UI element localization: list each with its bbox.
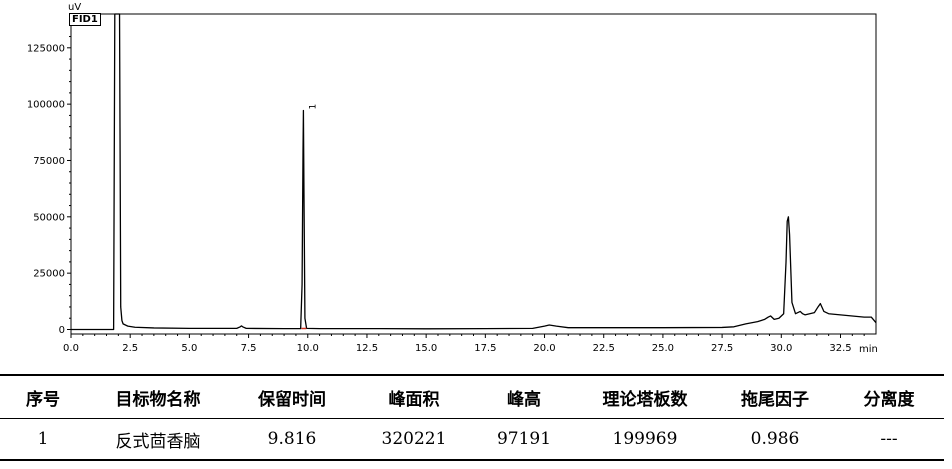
x-tick-label: 2.5 (122, 343, 138, 354)
header-peak-height: 峰高 (474, 374, 574, 419)
y-tick-label: 50000 (33, 212, 65, 223)
detector-label: FID1 (69, 13, 101, 26)
x-axis: 0.0 2.5 5.0 7.5 10.0 12.5 15.0 17.5 20.0 22.5 25.0… (63, 334, 865, 354)
y-axis: 0 25000 50000 75000 100000 125000 (27, 24, 71, 336)
header-index: 序号 (0, 374, 86, 419)
chromatogram-svg: 0 25000 50000 75000 100000 125000 0.0 2.5 5.0 7.… (27, 2, 878, 355)
y-tick-label: 100000 (27, 100, 65, 111)
plot-frame (70, 13, 877, 335)
header-tailing-factor: 拖尾因子 (716, 374, 834, 419)
x-tick-label: 25.0 (652, 343, 674, 354)
x-tick-label: 17.5 (474, 343, 496, 354)
results-table: 序号 目标物名称 保留时间 峰面积 峰高 理论塔板数 拖尾因子 分离度 1 反式… (0, 374, 944, 461)
table-row: 1 反式茴香脑 9.816 320221 97191 199969 0.986 … (0, 418, 944, 461)
cell-compound-name: 反式茴香脑 (86, 418, 230, 461)
cell-resolution: --- (834, 418, 944, 461)
header-theoretical-plates: 理论塔板数 (574, 374, 716, 419)
y-tick-label: 125000 (27, 43, 65, 54)
x-tick-label: 12.5 (356, 343, 378, 354)
cell-index: 1 (0, 418, 86, 461)
x-tick-label: 5.0 (181, 343, 197, 354)
y-tick-label: 75000 (33, 156, 65, 167)
header-retention-time: 保留时间 (230, 374, 354, 419)
peak-label: 1 (308, 104, 318, 110)
cell-tailing-factor: 0.986 (716, 418, 834, 461)
series-layer (71, 13, 877, 331)
x-tick-label: 15.0 (415, 343, 437, 354)
cell-peak-area: 320221 (354, 418, 474, 461)
x-tick-label: 32.5 (829, 343, 851, 354)
cell-retention-time: 9.816 (230, 418, 354, 461)
header-resolution: 分离度 (834, 374, 944, 419)
cell-theoretical-plates: 199969 (574, 418, 716, 461)
x-tick-label: 30.0 (770, 343, 792, 354)
x-tick-label: 20.0 (533, 343, 555, 354)
series-line (71, 13, 877, 331)
x-axis-unit: min (859, 344, 878, 355)
chromatogram-chart: 0 25000 50000 75000 100000 125000 0.0 2.5 5.0 7.… (27, 2, 878, 355)
header-compound-name: 目标物名称 (86, 374, 230, 419)
y-tick-label: 25000 (33, 269, 65, 280)
x-tick-label: 27.5 (711, 343, 733, 354)
x-tick-label: 10.0 (297, 343, 319, 354)
x-tick-label: 7.5 (241, 343, 257, 354)
header-peak-area: 峰面积 (354, 374, 474, 419)
x-tick-label: 22.5 (593, 343, 615, 354)
table-header-row: 序号 目标物名称 保留时间 峰面积 峰高 理论塔板数 拖尾因子 分离度 (0, 374, 944, 419)
annotation-layer: 1 (301, 104, 318, 330)
y-tick-label: 0 (59, 325, 65, 336)
cell-peak-height: 97191 (474, 418, 574, 461)
y-axis-unit: uV (68, 2, 81, 13)
x-tick-label: 0.0 (63, 343, 79, 354)
